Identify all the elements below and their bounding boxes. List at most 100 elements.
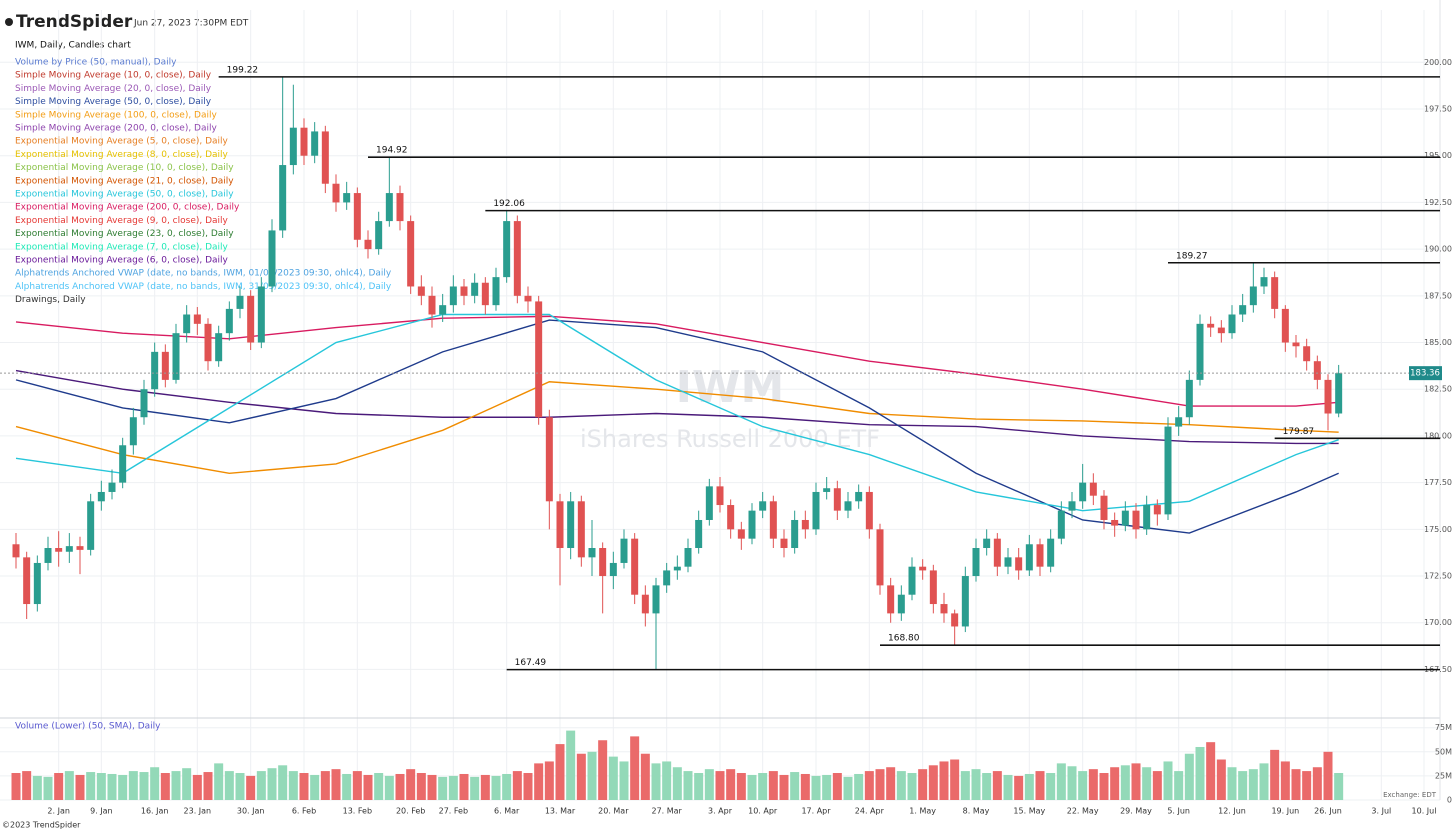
volume-bar	[64, 771, 74, 800]
candle-body	[268, 230, 276, 287]
x-tick-label: 16. Jan	[141, 807, 169, 816]
volume-bar	[246, 775, 256, 800]
candle-body	[1121, 510, 1129, 526]
volume-bar	[1323, 751, 1333, 800]
volume-bar	[576, 753, 586, 800]
candle-body	[524, 295, 532, 302]
candle-body	[535, 301, 543, 418]
volume-bar	[1206, 742, 1216, 800]
volume-bar	[640, 753, 650, 800]
candle-body	[705, 486, 713, 520]
volume-bar	[598, 740, 608, 800]
volume-bar	[32, 775, 42, 800]
y-tick-label: 185.00	[1424, 338, 1452, 347]
candle-body	[631, 538, 639, 595]
x-tick-label: 6. Feb	[292, 807, 316, 816]
candle-body	[759, 501, 767, 511]
candle-body	[396, 193, 404, 222]
candle-body	[1185, 379, 1193, 418]
candle-body	[1004, 557, 1012, 567]
candle-body	[1057, 510, 1065, 539]
volume-bar	[1184, 753, 1194, 800]
logo: TrendSpider	[5, 12, 133, 32]
candle-body	[908, 566, 916, 595]
candle-body	[65, 546, 73, 552]
legend-entry: Exponential Moving Average (200, 0, clos…	[15, 203, 240, 213]
volume-bar	[1024, 773, 1034, 800]
volume-bar	[843, 776, 853, 800]
x-tick-label: 20. Feb	[396, 807, 425, 816]
x-tick-label: 27. Mar	[651, 807, 682, 816]
candle-body	[129, 417, 137, 446]
volume-bar	[790, 772, 800, 800]
x-tick-label: 12. Jun	[1218, 807, 1246, 816]
x-tick-label: 2. Jan	[47, 807, 70, 816]
level-label: 192.06	[493, 199, 525, 209]
y-tick-label: 200.00	[1424, 58, 1452, 67]
candle-body	[695, 519, 703, 549]
volume-bar	[822, 774, 832, 800]
volume-bar	[139, 772, 149, 800]
volume-bar	[1195, 746, 1205, 800]
candle-body	[279, 165, 287, 231]
candle-body	[23, 557, 31, 605]
candle-body	[865, 491, 873, 530]
volume-tick-label: 25M	[1435, 771, 1452, 780]
volume-bar	[1046, 773, 1056, 800]
x-tick-label: 15. May	[1013, 807, 1045, 816]
level-label: 179.87	[1283, 427, 1315, 437]
x-tick-label: 10. Jul	[1412, 807, 1437, 816]
volume-bar	[1291, 769, 1301, 800]
candle-body	[193, 314, 201, 324]
candle-body	[588, 548, 596, 558]
candle-body	[652, 585, 660, 614]
legend-entry: Exponential Moving Average (7, 0, close)…	[15, 242, 229, 252]
candle-body	[887, 585, 895, 614]
x-tick-label: 9. Jan	[90, 807, 113, 816]
y-tick-label: 175.00	[1424, 525, 1452, 534]
volume-bar	[1067, 766, 1077, 800]
legend-entry: Volume by Price (50, manual), Daily	[15, 58, 177, 68]
legend-entry: Simple Moving Average (10, 0, close), Da…	[15, 71, 212, 81]
volume-bar	[374, 773, 384, 800]
volume-bar	[512, 771, 522, 800]
x-tick-label: 20. Mar	[598, 807, 629, 816]
x-tick-label: 13. Feb	[343, 807, 372, 816]
candle-body	[1239, 305, 1247, 315]
x-tick-label: 27. Feb	[439, 807, 468, 816]
legend-entry: Simple Moving Average (100, 0, close), D…	[15, 110, 218, 120]
x-tick-label: 19. Jun	[1271, 807, 1299, 816]
x-tick-label: 30. Jan	[237, 807, 265, 816]
candle-body	[311, 131, 319, 156]
volume-bar	[1014, 775, 1024, 800]
candle-body	[791, 519, 799, 549]
x-tick-label: 5. Jun	[1167, 807, 1190, 816]
timestamp: Jun 27, 2023 7:30PM EDT	[133, 19, 249, 29]
candle-body	[225, 308, 233, 334]
volume-bar	[203, 772, 213, 800]
candle-body	[97, 491, 105, 502]
candle-body	[247, 295, 255, 343]
volume-bar	[470, 776, 480, 800]
volume-bar	[416, 773, 426, 800]
volume-bar	[96, 773, 106, 800]
volume-bar	[1259, 763, 1269, 800]
volume-bar	[1099, 773, 1109, 800]
candle-body	[1271, 277, 1279, 309]
candle-body	[215, 333, 223, 362]
volume-bar	[726, 769, 736, 800]
candle-body	[716, 486, 724, 506]
candle-body	[1313, 361, 1321, 380]
y-tick-label: 172.50	[1424, 572, 1452, 581]
x-tick-label: 26. Jun	[1314, 807, 1342, 816]
candle-body	[1079, 482, 1087, 502]
volume-bar	[918, 769, 928, 800]
candle-body	[684, 548, 692, 567]
legend-entry: Simple Moving Average (50, 0, close), Da…	[15, 97, 212, 107]
volume-bar	[22, 771, 32, 800]
volume-bar	[288, 771, 298, 800]
candle-body	[567, 501, 575, 549]
volume-bar	[320, 771, 330, 800]
candle-body	[855, 491, 863, 502]
volume-bar	[896, 771, 906, 800]
